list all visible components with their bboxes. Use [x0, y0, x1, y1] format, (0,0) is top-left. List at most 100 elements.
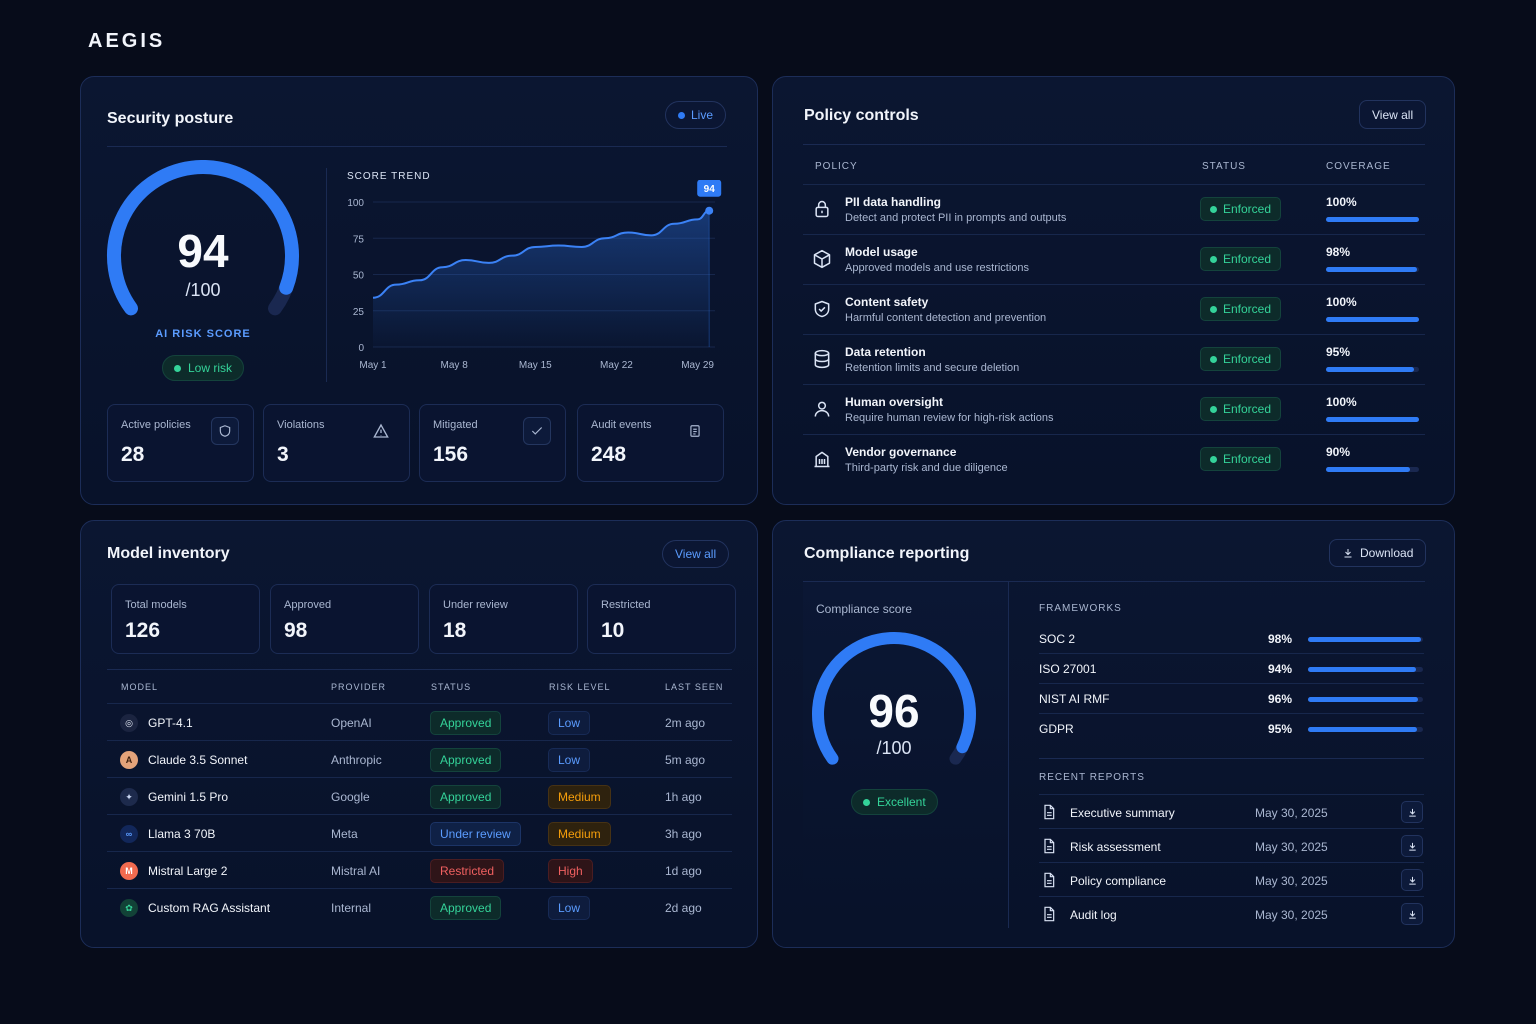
status-label: Enforced [1223, 402, 1272, 416]
policy-status-badge: Enforced [1200, 347, 1282, 371]
policy-status-badge: Enforced [1200, 197, 1282, 221]
model-status-label: Approved [440, 901, 492, 915]
gauge-fill [812, 632, 976, 765]
stat-card-active-policies[interactable]: Active policies 28 [107, 404, 254, 482]
model-risk-label: Low [558, 753, 581, 767]
policy-coverage: 100% [1326, 395, 1357, 409]
live-indicator[interactable]: Live [665, 101, 727, 129]
model-row[interactable]: ✿ Custom RAG Assistant Internal Approved Low… [107, 888, 732, 925]
policy-controls-panel [772, 76, 1455, 505]
framework-row: ISO 27001 94% [1039, 654, 1424, 684]
model-risk-label: Low [558, 716, 581, 730]
download-icon[interactable] [1401, 801, 1423, 823]
coverage-bar-fill [1326, 267, 1418, 272]
framework-row: GDPR 95% [1039, 714, 1424, 744]
policy-row[interactable]: Vendor governance Third-party risk and du… [803, 434, 1425, 484]
report-row[interactable]: Executive summary May 30, 2025 [1039, 794, 1424, 828]
model-row[interactable]: A Claude 3.5 Sonnet Anthropic Approved Low 5m… [107, 740, 732, 777]
risk-score-label: AI RISK SCORE [155, 328, 251, 340]
framework-row: SOC 2 98% [1039, 624, 1424, 654]
model-status-badge: Approved [430, 896, 502, 920]
trend-area [373, 210, 710, 347]
gauge-fill [107, 160, 299, 316]
policy-name: Data retention [845, 345, 926, 359]
model-stat-total: Total models 126 [111, 584, 260, 654]
report-date: May 30, 2025 [1255, 874, 1328, 888]
model-view-all-button[interactable]: View all [662, 540, 730, 568]
x-tick-label: May 1 [359, 360, 387, 371]
policy-description: Harmful content detection and prevention [845, 312, 1047, 324]
excellent-badge: Excellent [851, 789, 938, 815]
status-dot [1210, 305, 1217, 313]
model-stat-value: 98 [284, 619, 308, 642]
policy-description: Require human review for high-risk actio… [845, 412, 1054, 424]
policy-name: PII data handling [845, 195, 942, 209]
download-icon[interactable] [1401, 903, 1423, 925]
policy-row[interactable]: Content safety Harmful content detection … [803, 284, 1425, 334]
y-tick-label: 50 [353, 271, 365, 282]
col-coverage: COVERAGE [1326, 161, 1391, 172]
col-model: MODEL [121, 682, 159, 692]
model-row[interactable]: ∞ Llama 3 70B Meta Under review Medium 3h ago [107, 814, 732, 851]
policy-controls-title: Policy controls [804, 107, 919, 124]
model-stat-label: Restricted [601, 599, 651, 611]
model-name: GPT-4.1 [148, 716, 193, 730]
policy-row[interactable]: Human oversight Require human review for … [803, 384, 1425, 434]
model-name: Custom RAG Assistant [148, 901, 271, 915]
status-dot [1210, 205, 1217, 213]
report-row[interactable]: Policy compliance May 30, 2025 [1039, 862, 1424, 896]
policy-coverage: 100% [1326, 295, 1357, 309]
report-row[interactable]: Audit log May 30, 2025 [1039, 896, 1424, 930]
compliance-score-label: Compliance score [816, 602, 913, 616]
framework-name: ISO 27001 [1039, 662, 1097, 676]
policy-row[interactable]: PII data handling Detect and protect PII … [803, 184, 1425, 234]
excellent-dot [863, 798, 870, 806]
file-icon [1041, 872, 1057, 893]
stat-value: 248 [591, 443, 627, 466]
stat-card-mitigated[interactable]: Mitigated 156 [419, 404, 566, 482]
status-label: Enforced [1223, 452, 1272, 466]
risk-badge-label: Low risk [188, 361, 233, 375]
check-icon [523, 417, 551, 445]
coverage-bar-fill [1326, 217, 1419, 222]
policy-coverage: 95% [1326, 345, 1351, 359]
gemini-icon: ✦ [120, 788, 138, 806]
download-icon[interactable] [1401, 869, 1423, 891]
model-row[interactable]: M Mistral Large 2 Mistral AI Restricted High… [107, 851, 732, 888]
stat-card-audit-events[interactable]: Audit events 248 [577, 404, 724, 482]
model-row[interactable]: ✦ Gemini 1.5 Pro Google Approved Medium 1h ag… [107, 777, 732, 814]
report-row[interactable]: Risk assessment May 30, 2025 [1039, 828, 1424, 862]
recent-reports-label: RECENT REPORTS [1039, 772, 1145, 783]
stat-value: 156 [433, 443, 469, 466]
model-status-badge: Approved [430, 711, 502, 735]
download-button[interactable]: Download [1329, 539, 1427, 567]
download-icon[interactable] [1401, 835, 1423, 857]
model-stat-label: Under review [443, 599, 508, 611]
coverage-bar [1326, 367, 1419, 372]
framework-bar [1308, 697, 1423, 702]
stat-label: Violations [277, 419, 325, 431]
coverage-bar [1326, 467, 1419, 472]
report-date: May 30, 2025 [1255, 908, 1328, 922]
download-icon [1344, 549, 1352, 558]
model-name: Claude 3.5 Sonnet [148, 753, 248, 767]
posture-vdivider [326, 168, 327, 382]
meta-icon: ∞ [120, 825, 138, 843]
policy-row[interactable]: Data retention Retention limits and secur… [803, 334, 1425, 384]
policy-row[interactable]: Model usage Approved models and use restr… [803, 234, 1425, 284]
warning-icon [367, 417, 395, 445]
framework-bar [1308, 637, 1423, 642]
model-status-badge: Under review [430, 822, 521, 846]
coverage-bar-fill [1326, 317, 1419, 322]
model-provider: Internal [331, 901, 372, 915]
y-tick-label: 25 [353, 307, 365, 318]
frameworks-divider [1039, 758, 1424, 759]
stat-card-violations[interactable]: Violations 3 [263, 404, 410, 482]
model-stat-value: 18 [443, 619, 467, 642]
model-risk-label: Medium [558, 827, 601, 841]
policy-description: Third-party risk and due diligence [845, 462, 1008, 474]
policy-view-all-button[interactable]: View all [1359, 100, 1427, 129]
y-tick-label: 100 [347, 198, 364, 209]
col-last-seen: LAST SEEN [665, 682, 724, 692]
model-row[interactable]: ◎ GPT-4.1 OpenAI Approved Low 2m ago [107, 703, 732, 740]
